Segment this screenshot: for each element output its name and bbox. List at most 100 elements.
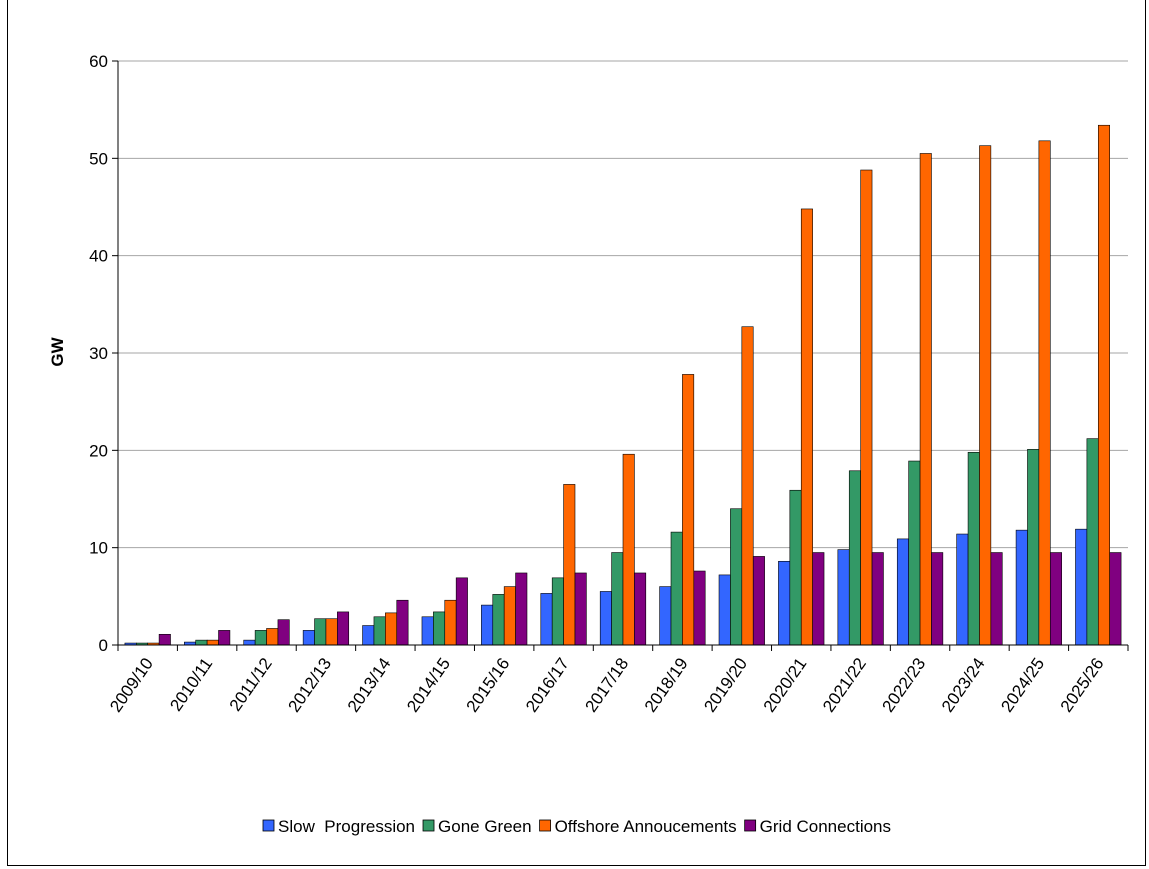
y-tick-label: 20 xyxy=(89,441,108,460)
bar-slow-progression-2016-17 xyxy=(540,593,553,646)
legend-swatch xyxy=(422,819,435,832)
bar-slow-progression-2022-23 xyxy=(896,538,909,646)
x-tick-label: 2012/13 xyxy=(284,654,335,715)
x-tick-label: 2010/11 xyxy=(166,654,216,714)
x-tick-label: 2014/15 xyxy=(403,654,454,715)
bar-offshore-annoucements-2023-24 xyxy=(979,145,992,646)
bar-slow-progression-2021-22 xyxy=(837,549,850,646)
bar-offshore-annoucements-2012-13 xyxy=(325,618,338,646)
bar-grid-connections-2017-18 xyxy=(634,572,647,646)
bar-gone-green-2011-12 xyxy=(254,630,267,646)
bar-grid-connections-2024-25 xyxy=(1049,552,1062,646)
bar-offshore-annoucements-2014-15 xyxy=(444,599,457,646)
legend-swatch xyxy=(744,819,757,832)
bar-gone-green-2015-16 xyxy=(492,594,505,646)
bars xyxy=(124,124,1122,646)
bar-slow-progression-2015-16 xyxy=(481,604,494,646)
bar-gone-green-2016-17 xyxy=(551,577,564,646)
bar-slow-progression-2014-15 xyxy=(421,616,434,646)
bar-offshore-annoucements-2025-26 xyxy=(1097,124,1110,646)
bar-gone-green-2017-18 xyxy=(611,552,624,646)
bar-slow-progression-2024-25 xyxy=(1015,529,1028,646)
bar-slow-progression-2017-18 xyxy=(599,591,612,646)
x-tick-label: 2022/23 xyxy=(879,654,930,715)
bar-gone-green-2013-14 xyxy=(373,616,386,646)
bar-gone-green-2020-21 xyxy=(789,489,802,646)
y-tick-label: 30 xyxy=(89,344,108,363)
x-tick-label: 2009/10 xyxy=(106,654,157,715)
bar-gone-green-2018-19 xyxy=(670,531,683,646)
legend-label: Grid Connections xyxy=(760,817,891,836)
bar-grid-connections-2009-10 xyxy=(158,633,171,646)
x-tick-label: 2015/16 xyxy=(463,654,514,715)
bar-slow-progression-2013-14 xyxy=(362,625,375,646)
bar-slow-progression-2012-13 xyxy=(302,630,315,646)
x-tick-label: 2019/20 xyxy=(700,654,751,715)
bar-gone-green-2019-20 xyxy=(730,508,743,646)
bar-grid-connections-2015-16 xyxy=(515,572,528,646)
x-tick-label: 2013/14 xyxy=(344,654,395,715)
y-tick-label: 60 xyxy=(89,52,108,71)
bar-slow-progression-2023-24 xyxy=(956,533,969,646)
x-tick-label: 2025/26 xyxy=(1057,654,1108,715)
x-tick-label: 2023/24 xyxy=(938,654,989,715)
bar-offshore-annoucements-2015-16 xyxy=(503,586,516,646)
legend-swatch xyxy=(262,819,275,832)
bar-grid-connections-2020-21 xyxy=(812,552,825,646)
bar-grid-connections-2016-17 xyxy=(574,572,587,646)
bar-offshore-annoucements-2022-23 xyxy=(919,153,932,646)
bar-offshore-annoucements-2024-25 xyxy=(1038,140,1051,646)
y-tick-label: 10 xyxy=(89,539,108,558)
bar-offshore-annoucements-2018-19 xyxy=(682,374,695,646)
bar-gone-green-2025-26 xyxy=(1086,438,1099,646)
y-tick-label: 40 xyxy=(89,247,108,266)
bar-chart: 0 10 20 30 40 50 60 2009/10 2010/11 2011/12 2012/1… xyxy=(48,52,1129,836)
bar-slow-progression-2011-12 xyxy=(243,639,256,646)
bar-offshore-annoucements-2011-12 xyxy=(266,628,279,646)
y-tick-label: 50 xyxy=(89,149,108,168)
bar-gone-green-2014-15 xyxy=(433,611,446,646)
legend-label: Offshore Annoucements xyxy=(555,817,737,836)
bar-grid-connections-2022-23 xyxy=(931,552,944,646)
x-tick-label: 2011/12 xyxy=(226,654,276,714)
bar-gone-green-2023-24 xyxy=(967,451,980,646)
y-tick-label: 0 xyxy=(99,636,108,655)
bar-offshore-annoucements-2019-20 xyxy=(741,326,754,646)
x-tick-label: 2017/18 xyxy=(581,654,632,715)
bar-gone-green-2022-23 xyxy=(908,460,921,646)
bar-grid-connections-2021-22 xyxy=(871,552,884,646)
bar-grid-connections-2018-19 xyxy=(693,570,706,646)
bar-gone-green-2012-13 xyxy=(314,618,327,646)
chart-frame: 0 10 20 30 40 50 60 2009/10 2010/11 2011/12 2012/1… xyxy=(7,0,1146,866)
bar-offshore-annoucements-2013-14 xyxy=(385,612,398,646)
bar-slow-progression-2025-26 xyxy=(1075,528,1088,646)
legend-label: Slow Progression xyxy=(278,817,415,836)
bar-offshore-annoucements-2017-18 xyxy=(622,453,635,646)
bar-offshore-annoucements-2021-22 xyxy=(860,169,873,646)
y-axis-title: GW xyxy=(48,336,67,366)
bar-slow-progression-2020-21 xyxy=(778,560,791,646)
bar-grid-connections-2013-14 xyxy=(396,599,409,646)
bar-gone-green-2010-11 xyxy=(195,639,208,646)
legend-swatch xyxy=(539,819,551,832)
bar-grid-connections-2025-26 xyxy=(1109,552,1122,646)
legend-label: Gone Green xyxy=(438,817,532,836)
x-tick-label: 2024/25 xyxy=(997,654,1048,715)
bar-gone-green-2021-22 xyxy=(848,470,861,646)
bar-offshore-annoucements-2020-21 xyxy=(800,208,813,646)
bar-gone-green-2024-25 xyxy=(1027,449,1040,646)
x-tick-label: 2018/19 xyxy=(641,654,692,715)
bar-grid-connections-2011-12 xyxy=(277,619,290,646)
bar-offshore-annoucements-2010-11 xyxy=(206,639,219,646)
bar-grid-connections-2019-20 xyxy=(752,556,765,646)
x-tick-label: 2020/21 xyxy=(760,654,811,715)
legend: Slow Progression Gone Green Offshore Annou… xyxy=(262,817,891,836)
bar-offshore-annoucements-2016-17 xyxy=(563,484,576,646)
x-tick-label: 2016/17 xyxy=(522,654,573,715)
bar-grid-connections-2012-13 xyxy=(337,611,350,646)
bar-slow-progression-2018-19 xyxy=(659,586,672,646)
x-tick-label: 2021/22 xyxy=(819,654,870,715)
bar-grid-connections-2023-24 xyxy=(990,552,1003,646)
bar-grid-connections-2010-11 xyxy=(218,630,231,646)
bar-slow-progression-2019-20 xyxy=(718,574,731,646)
